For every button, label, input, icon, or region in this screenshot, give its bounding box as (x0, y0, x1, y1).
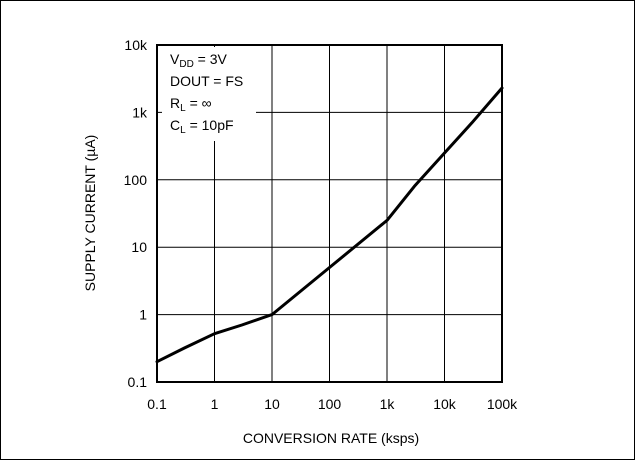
annotation-rl: RL = ∞ (170, 95, 212, 114)
x-tick-label: 10k (433, 396, 457, 412)
x-tick-label: 1k (380, 396, 396, 412)
x-tick-label: 100 (318, 396, 342, 412)
x-tick-label: 10 (264, 396, 280, 412)
x-tick-label: 1 (211, 396, 219, 412)
y-axis: 0.1 1 10 100 1k 10k (124, 37, 148, 390)
y-tick-label: 1 (139, 307, 147, 323)
y-tick-label: 10 (131, 239, 147, 255)
y-tick-label: 1k (132, 104, 148, 120)
y-tick-label: 0.1 (128, 374, 148, 390)
x-axis: 0.1 1 10 100 1k 10k 100k (147, 396, 518, 412)
y-tick-label: 100 (124, 172, 148, 188)
annotation-vdd: VDD = 3V (170, 51, 228, 70)
y-axis-title: SUPPLY CURRENT (µA) (82, 135, 98, 292)
annotation-dout: DOUT = FS (170, 73, 243, 89)
annotation-box (162, 47, 256, 141)
y-tick-label: 10k (124, 37, 148, 53)
annotations: VDD = 3V DOUT = FS RL = ∞ CL = 10pF (170, 51, 243, 136)
plot-area (156, 44, 503, 383)
annotation-cl: CL = 10pF (170, 117, 234, 136)
x-tick-label: 0.1 (147, 396, 167, 412)
x-axis-title: CONVERSION RATE (ksps) (243, 430, 419, 446)
x-tick-label: 100k (487, 396, 518, 412)
series-line (155, 86, 504, 364)
